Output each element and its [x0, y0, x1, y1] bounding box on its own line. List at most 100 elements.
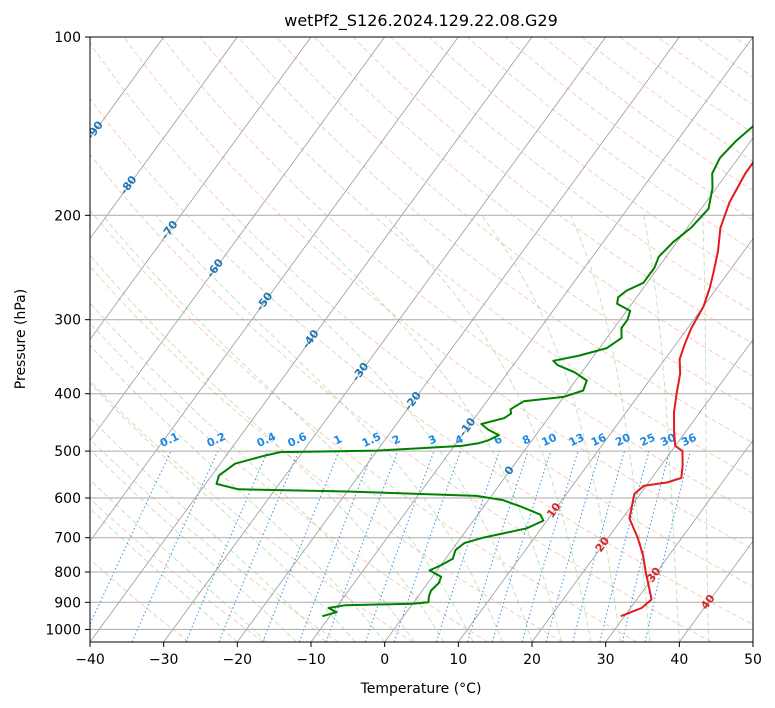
isotherm-label: -20 — [402, 389, 424, 413]
dewpoint-profile — [215, 124, 753, 618]
mixing-ratio-label: 36 — [679, 431, 699, 449]
mixing-ratio-line — [435, 450, 500, 642]
y-tick-label: 900 — [54, 595, 81, 611]
moist-adiabat — [218, 214, 533, 642]
moist-adiabat — [643, 215, 680, 642]
mixing-ratio-label: 25 — [638, 431, 657, 449]
plot-frame — [89, 36, 754, 643]
mixing-ratio-label: 0.1 — [158, 430, 181, 450]
dry-adiabat — [657, 37, 753, 106]
x-tick-label: 30 — [597, 652, 615, 668]
moist-adiabat — [702, 215, 710, 642]
dry-adiabat — [90, 438, 339, 642]
y-tick-label: 400 — [54, 387, 81, 403]
mixing-ratio-line — [262, 450, 340, 642]
mixing-ratio-line — [298, 450, 374, 642]
mixing-ratio-label: 0.6 — [286, 430, 309, 450]
isotherm-line — [90, 37, 386, 442]
mixing-ratio-line — [644, 450, 691, 642]
mixing-ratio-line — [218, 450, 300, 642]
isotherm-label: 10 — [544, 500, 564, 520]
dry-adiabat — [543, 37, 753, 192]
mixing-ratio-label: 8 — [520, 432, 532, 447]
isotherm-label: -90 — [84, 118, 106, 142]
mixing-ratio-label: 0.4 — [255, 430, 278, 450]
x-tick-label: −40 — [75, 652, 105, 668]
chart-title: wetPf2_S126.2024.129.22.08.G29 — [284, 11, 558, 31]
x-axis-label: Temperature (°C) — [360, 681, 482, 697]
x-tick-label: −10 — [296, 652, 326, 668]
dry-adiabat — [123, 37, 753, 550]
mixing-ratio-line — [90, 450, 172, 626]
moist-adiabat — [481, 215, 621, 642]
mixing-ratio-line — [467, 450, 529, 642]
mixing-ratio-label: 1 — [332, 432, 344, 447]
isotherm-label: 40 — [698, 592, 718, 612]
isotherm-line — [90, 37, 238, 240]
x-tick-label: −30 — [149, 652, 179, 668]
mixing-ratio-line — [364, 450, 435, 642]
moist-adiabat — [90, 302, 415, 642]
dry-adiabat — [276, 37, 753, 410]
y-axis-label: Pressure (hPa) — [13, 289, 29, 389]
y-tick-label: 100 — [54, 30, 81, 46]
dry-adiabat — [90, 558, 190, 642]
profile-lines — [215, 124, 753, 618]
isotherm-line — [90, 37, 533, 642]
isotherm-label: -80 — [117, 173, 139, 197]
mixing-ratio-label: 0.2 — [205, 430, 228, 450]
isotherm-line — [236, 37, 680, 642]
dry-adiabat — [90, 42, 753, 588]
moist-adiabat — [384, 214, 592, 642]
dry-adiabat — [314, 37, 753, 377]
moist-adiabat — [90, 254, 445, 642]
isotherm-line — [531, 338, 753, 642]
isotherm-line — [384, 137, 753, 642]
x-axis: −40 −30 −20 −10 0 10 20 30 40 50 — [75, 642, 762, 668]
x-tick-label: 20 — [523, 652, 541, 668]
dry-adiabat — [352, 37, 753, 345]
mixing-ratio-label: 13 — [567, 431, 586, 449]
moist-adiabat — [570, 215, 651, 642]
isotherm-line — [90, 37, 459, 542]
moist-adiabat — [90, 416, 327, 642]
moist-adiabat — [294, 214, 562, 642]
dry-adiabat — [199, 37, 753, 479]
mixing-ratio-line — [521, 450, 579, 642]
dry-adiabat — [734, 37, 753, 51]
mixing-ratio-label: 20 — [613, 431, 633, 449]
dry-adiabat — [161, 37, 753, 514]
isotherm-label: -30 — [349, 360, 371, 384]
dry-adiabat — [90, 265, 563, 642]
moist-adiabat — [155, 214, 503, 642]
mixing-ratio-label: 2 — [390, 432, 402, 447]
mixing-ratio-line — [599, 450, 650, 642]
isotherm-line — [310, 37, 753, 642]
temperature-profile — [620, 160, 753, 618]
x-tick-label: 0 — [380, 652, 389, 668]
dry-adiabat — [90, 497, 264, 642]
x-tick-label: −20 — [223, 652, 253, 668]
y-tick-label: 800 — [54, 565, 81, 581]
y-tick-label: 700 — [54, 531, 81, 547]
isotherm-label: -60 — [204, 256, 226, 280]
x-tick-label: 10 — [449, 652, 467, 668]
y-tick-label: 600 — [54, 491, 81, 507]
moist-adiabat — [90, 448, 297, 642]
mixing-ratio-label: 3 — [426, 432, 438, 447]
y-tick-label: 500 — [54, 444, 81, 460]
mixing-ratio-line — [325, 450, 399, 642]
mixing-ratio-label: 16 — [589, 431, 609, 449]
y-axis: 100 200 300 400 500 600 700 800 900 1000 — [45, 30, 90, 638]
dry-adiabat — [90, 97, 753, 626]
isotherm-line — [605, 439, 753, 642]
dry-adiabat — [390, 37, 753, 313]
y-tick-label: 200 — [54, 208, 81, 224]
isotherm-line — [90, 37, 312, 341]
mixing-ratio-line — [545, 450, 601, 642]
y-tick-label: 1000 — [45, 622, 81, 638]
isotherm-line — [457, 237, 753, 642]
dry-adiabat — [505, 37, 753, 221]
moist-adiabat — [102, 214, 474, 642]
